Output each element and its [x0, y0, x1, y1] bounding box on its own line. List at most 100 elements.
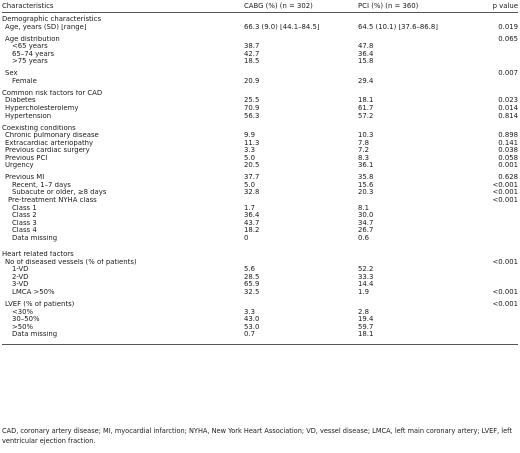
table-row: Subacute or older, ≥8 days 32.8 20.3 <0.001: [2, 189, 518, 197]
p-value-cell: 0.814: [498, 112, 518, 120]
table-header-row: Characteristics CABG (%) (n = 302) PCI (…: [2, 1, 518, 13]
p-value-cell: <0.001: [492, 301, 518, 309]
pci-cell: 29.4: [358, 77, 374, 85]
pci-cell: 61.7: [358, 104, 374, 112]
p-value-cell: 0.038: [498, 147, 518, 155]
cabg-cell: 32.5: [244, 289, 260, 296]
cabg-cell: [244, 70, 358, 78]
pci-cell: 57.2: [358, 112, 374, 120]
header-characteristics: Characteristics: [2, 1, 244, 13]
pci-cell: 1.9: [358, 289, 369, 296]
cabg-cell: 36.4: [244, 212, 260, 220]
pci-cell: 47.8: [358, 43, 374, 51]
table-body: Demographic characteristics Age, years (S…: [2, 13, 518, 345]
cabg-cell: 65.9: [244, 281, 260, 289]
p-value-cell: <0.001: [492, 289, 518, 296]
pci-cell: 0.6: [358, 234, 369, 242]
header-p-value: p value: [478, 1, 518, 13]
pci-cell: 36.1: [358, 162, 374, 170]
cabg-cell: [244, 301, 358, 309]
header-cabg: CABG (%) (n = 302): [244, 1, 358, 13]
row-label: Pre-treatment NYHA class: [8, 196, 97, 204]
row-label: Common risk factors for CAD: [2, 89, 103, 97]
p-value-cell: [478, 274, 518, 282]
table-row: Extracardiac arteriopathy 11.3 7.8 0.141: [2, 140, 518, 148]
cabg-cell: [244, 259, 358, 267]
cabg-cell: 1.7: [244, 204, 255, 212]
pci-cell: [358, 90, 478, 98]
table-row: Class 4 18.2 26.7: [2, 227, 518, 235]
cabg-cell: 5.0: [244, 181, 255, 189]
table-row: Class 2 36.4 30.0: [2, 212, 518, 220]
cabg-cell: 37.7: [244, 174, 260, 182]
cabg-cell: 66.3 (9.0) [44.1–84.5]: [244, 23, 320, 31]
pci-cell: 33.3: [358, 273, 374, 281]
table-row: LVEF (% of patients) <0.001: [2, 301, 518, 309]
row-label: Hypercholesterolemy: [5, 104, 79, 112]
row-label: Data missing: [12, 234, 58, 242]
table-row: <30% 3.3 2.8: [2, 309, 518, 317]
p-value-cell: <0.001: [492, 189, 518, 197]
cabg-cell: 5.0: [244, 154, 255, 162]
cabg-cell: 11.3: [244, 139, 260, 147]
pci-cell: 19.4: [358, 316, 374, 324]
table-row: Female 20.9 29.4: [2, 78, 518, 86]
table-row: Previous PCI 5.0 8.3 0.058: [2, 155, 518, 163]
table-row: LMCA >50% 32.5 1.9 <0.001: [2, 289, 518, 297]
p-value-cell: [478, 90, 518, 98]
pci-cell: [358, 36, 478, 44]
row-label: 65–74 years: [12, 50, 55, 58]
pci-cell: [358, 70, 478, 78]
pci-cell: 2.8: [358, 308, 369, 316]
table-row: Class 1 1.7 8.1: [2, 205, 518, 213]
pci-cell: 7.2: [358, 147, 369, 155]
table-row: 3-VD 65.9 14.4: [2, 281, 518, 289]
row-label: Previous PCI: [5, 154, 48, 162]
p-value-cell: 0.014: [498, 104, 518, 112]
table-row: Previous MI 37.7 35.8 0.628: [2, 174, 518, 182]
row-label: <65 years: [12, 43, 48, 51]
table-row: Common risk factors for CAD: [2, 90, 518, 98]
row-label: Class 1: [12, 204, 37, 212]
table-row: Demographic characteristics: [2, 13, 518, 24]
pci-cell: 10.3: [358, 132, 374, 140]
p-value-cell: [478, 78, 518, 86]
pci-cell: 26.7: [358, 227, 374, 235]
row-label: LMCA >50%: [12, 289, 55, 296]
pci-cell: 7.8: [358, 139, 369, 147]
cabg-cell: [244, 90, 358, 98]
cabg-cell: 18.5: [244, 58, 260, 66]
cabg-cell: 53.0: [244, 323, 260, 331]
pci-cell: 59.7: [358, 323, 374, 331]
row-label: Urgency: [5, 162, 34, 170]
header-pci: PCI (%) (n = 360): [358, 1, 478, 13]
table-row: Data missing 0.7 18.1: [2, 331, 518, 339]
row-label: 30–50%: [12, 316, 40, 324]
cabg-cell: [244, 36, 358, 44]
row-label: 1-VD: [12, 266, 29, 274]
row-label: Previous cardiac surgery: [5, 147, 90, 155]
row-label: >50%: [12, 323, 34, 331]
cabg-cell: 42.7: [244, 50, 260, 58]
row-label: No of diseased vessels (% of patients): [5, 258, 137, 266]
cabg-cell: [244, 125, 358, 133]
table-row: Previous cardiac surgery 3.3 7.2 0.038: [2, 147, 518, 155]
row-label: LVEF (% of patients): [5, 301, 75, 309]
p-value-cell: [478, 331, 518, 339]
pci-cell: 14.4: [358, 281, 374, 289]
table-row: Age distribution 0.065: [2, 36, 518, 44]
cabg-cell: 70.9: [244, 104, 260, 112]
cabg-cell: 5.6: [244, 266, 255, 274]
row-label: 3-VD: [12, 281, 29, 289]
table-row: >75 years 18.5 15.8: [2, 58, 518, 66]
baseline-characteristics-table: Characteristics CABG (%) (n = 302) PCI (…: [2, 1, 518, 345]
cabg-cell: 38.7: [244, 43, 260, 51]
p-value-cell: [478, 125, 518, 133]
p-value-cell: 0.058: [498, 154, 518, 162]
pci-cell: 15.8: [358, 58, 374, 66]
row-label: Class 2: [12, 212, 37, 220]
p-value-cell: 0.141: [498, 139, 518, 147]
row-label: Subacute or older, ≥8 days: [12, 189, 107, 197]
cabg-cell: 20.5: [244, 162, 260, 170]
table-row: Hypertension 56.3 57.2 0.814: [2, 113, 518, 121]
